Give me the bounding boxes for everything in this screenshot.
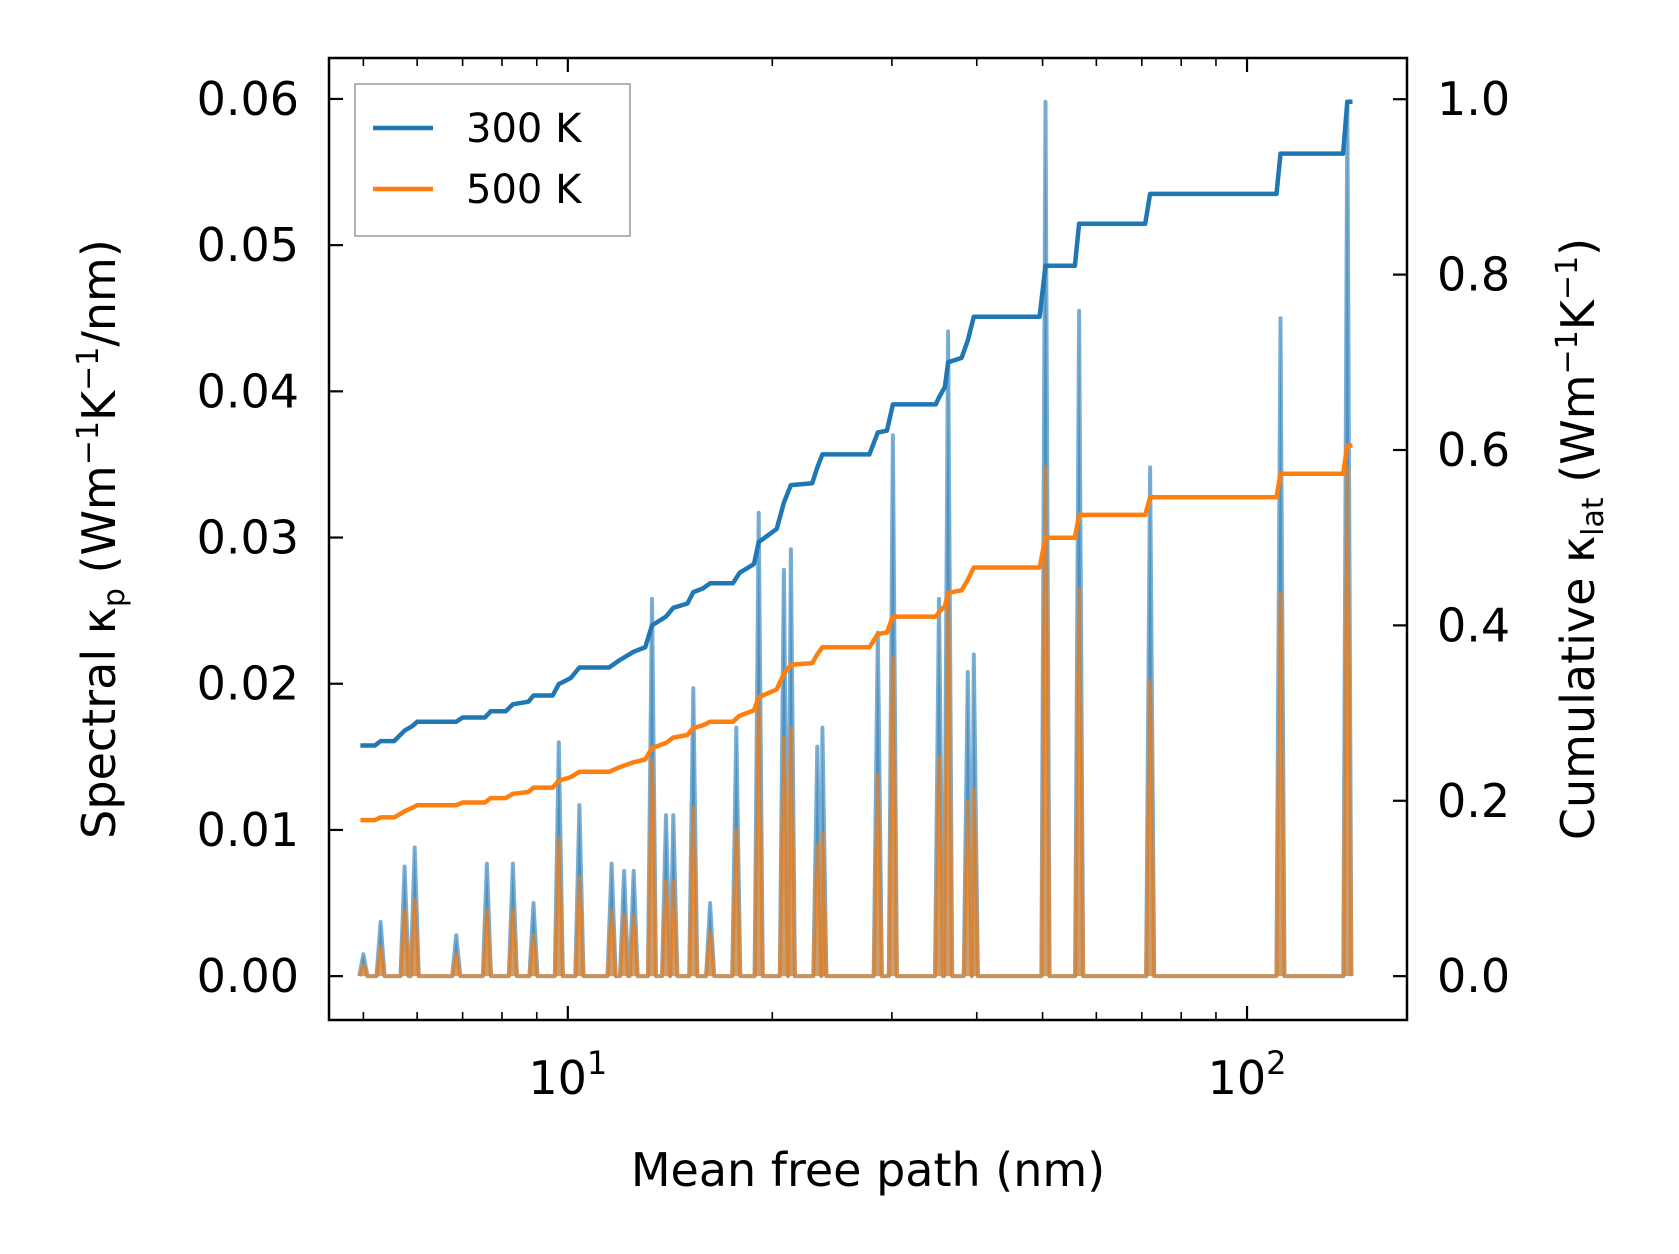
y-right-tick-label: 0.2 — [1437, 774, 1510, 828]
cumulative-line-300k — [360, 99, 1353, 748]
y-left-tick-label: 0.05 — [197, 218, 299, 272]
x-tick-exponent: 2 — [1266, 1044, 1286, 1082]
y-axis-label-right: Cumulative κlat (Wm−1K−1) — [1550, 238, 1611, 840]
y-left-main: Spectral κ — [72, 607, 126, 839]
y-right-main: Cumulative κ — [1551, 536, 1605, 840]
y-right-sup2: −1 — [1550, 256, 1585, 300]
y-right-tick-label: 1.0 — [1437, 72, 1510, 126]
y-left-unit-pre: (Wm — [72, 465, 126, 588]
cumulative-line-500k — [360, 443, 1353, 823]
spectral-layer — [357, 99, 1354, 979]
cumulative-layer — [360, 99, 1353, 823]
ticks-layer: 101 1020.000.010.020.030.040.050.060.00.2… — [197, 58, 1510, 1105]
y-left-sup1: −1 — [71, 421, 106, 465]
y-left-tick-label: 0.03 — [197, 511, 299, 565]
y-axis-label-left: Spectral κp (Wm−1K−1/nm) — [71, 239, 132, 839]
y-right-tick-label: 0.0 — [1437, 949, 1510, 1003]
y-left-mid: K — [72, 389, 126, 421]
legend: 300 K 500 K — [354, 83, 631, 237]
y-left-tick-label: 0.00 — [197, 949, 299, 1003]
x-tick-base: 10 — [1208, 1051, 1267, 1105]
y-right-tick-label: 0.6 — [1437, 423, 1510, 477]
y-left-tick-label: 0.01 — [197, 803, 299, 857]
y-left-post: /nm) — [72, 239, 126, 346]
y-right-tick-label: 0.4 — [1437, 598, 1510, 652]
y-left-tick-label: 0.02 — [197, 657, 299, 711]
y-right-post: ) — [1551, 238, 1605, 256]
y-left-sup2: −1 — [71, 347, 106, 391]
x-tick-label: 101 — [528, 1044, 607, 1105]
y-right-sub: lat — [1576, 497, 1611, 536]
y-right-mid: K — [1551, 298, 1605, 330]
x-tick-base: 10 — [528, 1051, 587, 1105]
plot-frame — [327, 56, 1409, 1022]
y-left-sub: p — [97, 588, 132, 607]
x-axis-label: Mean free path (nm) — [631, 1143, 1105, 1197]
legend-label-500k: 500 K — [466, 167, 583, 213]
legend-frame — [354, 83, 631, 237]
spectral-line-500k — [357, 465, 1354, 979]
y-left-tick-label: 0.04 — [197, 364, 299, 418]
y-right-unit-pre: (Wm — [1551, 374, 1605, 497]
y-left-tick-label: 0.06 — [197, 72, 299, 126]
y-right-tick-label: 0.8 — [1437, 248, 1510, 302]
x-tick-exponent: 1 — [587, 1044, 607, 1082]
legend-label-300k: 300 K — [466, 106, 583, 152]
y-right-sup1: −1 — [1550, 330, 1585, 374]
x-tick-label: 102 — [1208, 1044, 1287, 1105]
